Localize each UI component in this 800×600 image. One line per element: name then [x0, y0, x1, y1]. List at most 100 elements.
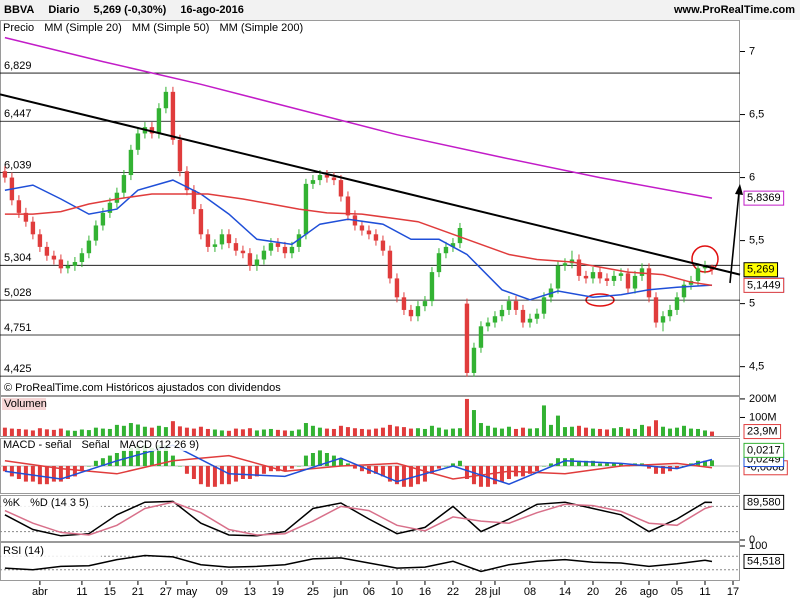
- volume-bar: [23, 429, 28, 436]
- candle-body: [324, 175, 330, 178]
- volume-bar: [247, 428, 252, 436]
- volume-bar: [177, 426, 182, 436]
- value-box-frame: [743, 262, 779, 278]
- macd-bar: [464, 466, 469, 479]
- candle-body: [72, 262, 78, 266]
- x-tick-label: ago: [640, 586, 658, 598]
- volume-bar: [443, 429, 448, 436]
- macd-bar: [478, 466, 483, 487]
- legend-label: MACD - señal: [3, 439, 71, 451]
- volume-bar: [345, 427, 350, 436]
- candle-body: [275, 243, 281, 247]
- header-title: BBVA: [4, 4, 34, 16]
- volume-bar: [317, 427, 322, 436]
- macd-bar: [268, 466, 273, 472]
- volume-bar: [44, 429, 49, 436]
- candle-body: [667, 309, 673, 317]
- header-bar: [0, 0, 800, 20]
- volume-bar: [632, 428, 637, 436]
- macd-bar: [548, 463, 553, 466]
- candle-body: [317, 175, 323, 181]
- macd-bar: [254, 466, 259, 477]
- macd-bar: [555, 458, 560, 466]
- volume-bar: [359, 428, 364, 436]
- source: www.ProRealTime.com: [673, 4, 795, 16]
- candle-body: [184, 171, 190, 191]
- level-label: 4,425: [4, 363, 32, 375]
- volume-bar: [30, 430, 35, 436]
- volume-bar: [296, 429, 301, 436]
- stochastic-panel: [0, 495, 740, 542]
- candle-body: [121, 175, 127, 193]
- candle-body: [499, 309, 505, 317]
- candle-body: [2, 171, 8, 178]
- macd-bar: [485, 466, 490, 487]
- volume-bar: [576, 425, 581, 436]
- level-label: 5,304: [4, 252, 32, 264]
- volume-bar: [240, 429, 245, 436]
- candle-body: [618, 273, 624, 276]
- x-tick-label: 13: [244, 586, 256, 598]
- x-tick-label: 11: [76, 586, 87, 598]
- level-label: 4,751: [4, 322, 32, 334]
- macd-bar: [436, 466, 441, 469]
- volume-bar: [646, 426, 651, 436]
- candle-body: [394, 278, 400, 298]
- candle-body: [170, 91, 176, 140]
- candle-body: [660, 316, 666, 323]
- candle-body: [506, 301, 512, 310]
- candle-body: [219, 234, 225, 245]
- x-tick-label: abr: [32, 586, 48, 598]
- series-line: [4, 179, 713, 301]
- volume-bar: [555, 415, 560, 436]
- volume-bar: [541, 405, 546, 436]
- candle-body: [205, 234, 211, 247]
- volume-bar: [450, 428, 455, 436]
- value-box: 89,580: [743, 494, 785, 510]
- macd-bar: [65, 466, 70, 479]
- volume-bar: [191, 428, 196, 436]
- candle-body: [65, 265, 71, 269]
- volume-bar: [338, 425, 343, 436]
- volume-bar: [534, 428, 539, 436]
- x-tick-label: 14: [559, 586, 571, 598]
- candle-body: [590, 272, 596, 279]
- macd-bar: [58, 466, 63, 482]
- candle-body: [429, 272, 435, 302]
- candle-body: [156, 108, 162, 134]
- volume-bar: [107, 428, 112, 436]
- volume-bar: [163, 427, 168, 436]
- legend-label: MACD (12 26 9): [120, 439, 199, 451]
- x-tick-label: 11: [699, 586, 710, 598]
- volume-bar: [478, 423, 483, 436]
- series-line: [4, 501, 713, 536]
- volume-bar: [156, 425, 161, 436]
- volume-bar: [58, 428, 63, 436]
- macd-bar: [317, 450, 322, 466]
- value-box-label: 5,269: [747, 264, 775, 276]
- volume-bar: [527, 428, 532, 436]
- y-tick-label: 100: [749, 540, 767, 552]
- macd-bar: [709, 460, 714, 466]
- candle-body: [457, 227, 463, 244]
- candle-body: [114, 192, 120, 203]
- candle-body: [100, 212, 106, 226]
- macd-bar: [79, 466, 84, 472]
- volume-bar: [303, 423, 308, 436]
- volume-bar: [387, 424, 392, 436]
- volume-bar: [604, 429, 609, 436]
- volume-bar: [674, 427, 679, 436]
- candle-body: [436, 253, 442, 273]
- macd-bar: [702, 460, 707, 466]
- candle-body: [149, 127, 155, 134]
- candle-body: [471, 347, 477, 373]
- x-tick-label: 19: [272, 586, 284, 598]
- volume-bar: [261, 429, 266, 436]
- volume-bar: [254, 430, 259, 436]
- volume-bar: [170, 421, 175, 436]
- macd-bar: [149, 447, 154, 466]
- macd-bar: [114, 453, 119, 466]
- candle-body: [387, 250, 393, 279]
- macd-bar: [506, 466, 511, 479]
- volume-bar: [667, 428, 672, 436]
